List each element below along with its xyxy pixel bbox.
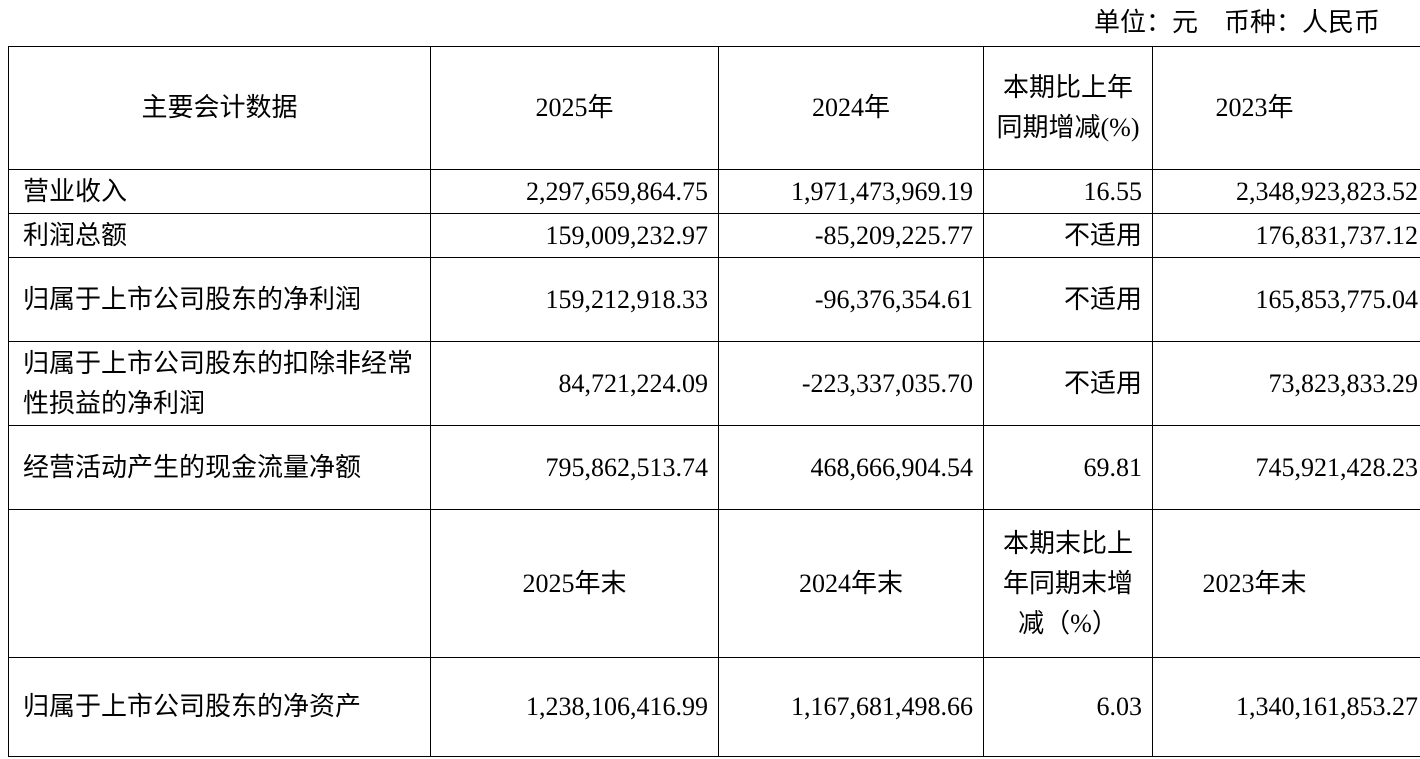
value-2024: 1,971,473,969.19 [718,169,984,214]
row-label: 归属于上市公司股东的扣除非经常性损益的净利润 [8,341,431,426]
key-accounting-data-table: 主要会计数据 2025年 2024年 本期比上年同期增减(%) 2023年 营业… [8,46,1420,757]
header-2023: 2023年 [1152,46,1420,170]
value-change: 不适用 [983,341,1153,426]
value-2025: 2,297,659,864.75 [430,169,719,214]
value-2023: 1,340,161,853.27 [1152,657,1420,757]
header-2025: 2025年 [430,46,719,170]
value-change: 69.81 [983,425,1153,510]
header-row: 主要会计数据 2025年 2024年 本期比上年同期增减(%) 2023年 [8,46,1420,170]
header-2024: 2024年 [718,46,984,170]
period-end-header-row: 2025年末 2024年末 本期末比上年同期末增减（%） 2023年末 [8,509,1420,658]
value-2024: -96,376,354.61 [718,257,984,342]
header-2024-end: 2024年末 [718,509,984,658]
value-2024: -85,209,225.77 [718,213,984,258]
header-change: 本期比上年同期增减(%) [983,46,1153,170]
row-label: 经营活动产生的现金流量净额 [8,425,431,510]
row-label: 归属于上市公司股东的净资产 [8,657,431,757]
value-2023: 745,921,428.23 [1152,425,1420,510]
value-2023: 176,831,737.12 [1152,213,1420,258]
value-2025: 795,862,513.74 [430,425,719,510]
table-row: 利润总额 159,009,232.97 -85,209,225.77 不适用 1… [8,213,1420,258]
header-2025-end: 2025年末 [430,509,719,658]
value-2024: -223,337,035.70 [718,341,984,426]
value-change: 6.03 [983,657,1153,757]
value-2024: 1,167,681,498.66 [718,657,984,757]
header-item: 主要会计数据 [8,46,431,170]
value-2025: 159,212,918.33 [430,257,719,342]
value-2025: 159,009,232.97 [430,213,719,258]
value-2023: 73,823,833.29 [1152,341,1420,426]
value-change: 不适用 [983,213,1153,258]
table-row: 归属于上市公司股东的净利润 159,212,918.33 -96,376,354… [8,257,1420,342]
value-2024: 468,666,904.54 [718,425,984,510]
table-row: 营业收入 2,297,659,864.75 1,971,473,969.19 1… [8,169,1420,214]
header-change-end: 本期末比上年同期末增减（%） [983,509,1153,658]
table-row: 归属于上市公司股东的净资产 1,238,106,416.99 1,167,681… [8,657,1420,757]
header-item [8,509,431,658]
value-2023: 2,348,923,823.52 [1152,169,1420,214]
value-2025: 84,721,224.09 [430,341,719,426]
row-label: 利润总额 [8,213,431,258]
table-row: 归属于上市公司股东的扣除非经常性损益的净利润 84,721,224.09 -22… [8,341,1420,426]
table-row: 经营活动产生的现金流量净额 795,862,513.74 468,666,904… [8,425,1420,510]
value-change: 16.55 [983,169,1153,214]
header-2023-end: 2023年末 [1152,509,1420,658]
unit-currency-note: 单位：元 币种：人民币 [1093,8,1380,37]
value-2025: 1,238,106,416.99 [430,657,719,757]
row-label: 归属于上市公司股东的净利润 [8,257,431,342]
value-change: 不适用 [983,257,1153,342]
value-2023: 165,853,775.04 [1152,257,1420,342]
row-label: 营业收入 [8,169,431,214]
